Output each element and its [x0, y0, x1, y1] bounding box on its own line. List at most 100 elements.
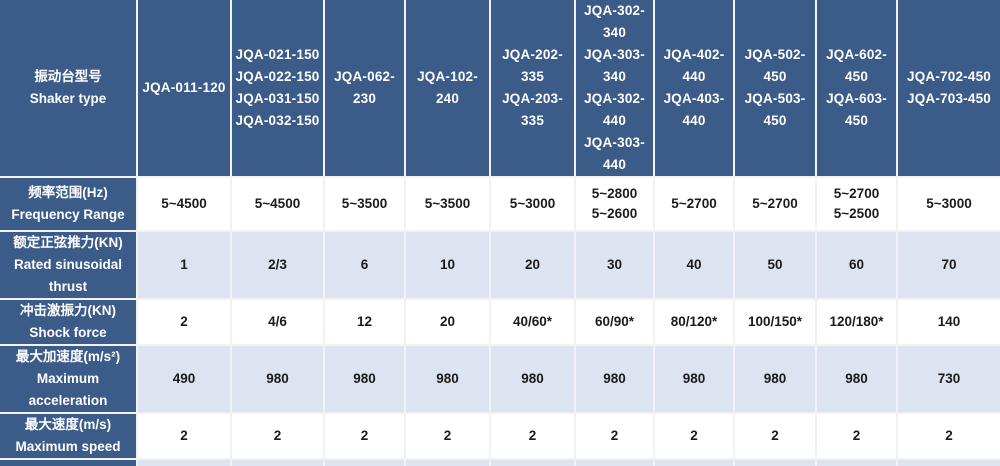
cell-value: 5~2700	[752, 196, 798, 211]
cell-value: 20	[439, 314, 456, 329]
row-label-en: Maximum speed	[15, 439, 121, 454]
cell-value: 2	[180, 314, 188, 329]
data-cell: 5~3000	[898, 178, 1000, 232]
cell-value: 2	[690, 428, 698, 443]
table-head: 振动台型号 Shaker type JQA-011-120 JQA-021-150 JQ…	[0, 0, 1000, 178]
cell-value: 70	[941, 257, 957, 272]
model-name: JQA-302-440	[584, 91, 645, 128]
data-cell: 5~2700 5~2500	[817, 178, 898, 232]
data-cell: 980	[406, 346, 491, 414]
row-label-cell: 频率范围(Hz) Frequency Range	[0, 178, 138, 232]
partial-data-cell	[406, 460, 491, 466]
column-header: JQA-402-440 JQA-403-440	[655, 0, 735, 178]
cell-value: 100/150*	[747, 314, 803, 329]
cell-value: 12	[356, 314, 373, 329]
partial-data-cell	[817, 460, 898, 466]
data-cell: 2	[898, 414, 1000, 460]
header-row: 振动台型号 Shaker type JQA-011-120 JQA-021-150 JQ…	[0, 0, 1000, 178]
data-cell: 5~3500	[325, 178, 406, 232]
partial-data-cell	[232, 460, 325, 466]
cell-value: 60/90*	[594, 314, 635, 329]
cell-value: 730	[937, 371, 961, 386]
row-label-zh: 频率范围(Hz)	[28, 185, 108, 200]
partial-data-cell	[655, 460, 735, 466]
data-cell: 2	[655, 414, 735, 460]
partial-row-label-cell	[0, 460, 138, 466]
cell-value: 5~4500	[161, 196, 207, 211]
data-cell: 2	[138, 414, 232, 460]
column-header: JQA-702-450 JQA-703-450	[898, 0, 1000, 178]
model-name: JQA-203-335	[502, 91, 563, 128]
row-label-en: Frequency Range	[11, 207, 125, 222]
column-header: JQA-102-240	[406, 0, 491, 178]
cell-value: 80/120*	[670, 314, 718, 329]
cell-value: 4/6	[268, 314, 287, 329]
table-row: 额定正弦推力(KN) Rated sinusoidal thrust 1 2/3 6 10…	[0, 232, 1000, 300]
row-label-zh: 最大速度(m/s)	[24, 417, 112, 432]
data-cell: 2/3	[232, 232, 325, 300]
data-cell: 30	[576, 232, 655, 300]
column-header: JQA-062-230	[325, 0, 406, 178]
partial-data-cell	[898, 460, 1000, 466]
data-cell: 5~4500	[138, 178, 232, 232]
model-name: JQA-011-120	[142, 80, 226, 95]
cell-value: 1	[180, 257, 188, 272]
row-label-cell: 冲击激振力(KN) Shock force	[0, 300, 138, 346]
cell-value: 5~3500	[341, 196, 388, 211]
data-cell: 2	[325, 414, 406, 460]
data-cell: 6	[325, 232, 406, 300]
table-row: 冲击激振力(KN) Shock force 2 4/6 12 20 40/60* 60/90*…	[0, 300, 1000, 346]
row-label-en: Rated sinusoidal thrust	[13, 257, 123, 294]
model-name: JQA-202-335	[502, 47, 563, 84]
cell-value: 980	[603, 371, 626, 386]
table-row: 最大速度(m/s) Maximum speed 2 2 2 2 2 2 2 2 2 2	[0, 414, 1000, 460]
cell-value: 2	[610, 428, 619, 443]
data-cell: 1	[138, 232, 232, 300]
data-cell: 980	[655, 346, 735, 414]
row-label-zh: 最大加速度(m/s²)	[15, 349, 121, 364]
model-name: JQA-303-340	[584, 47, 645, 84]
table-title-en: Shaker type	[29, 91, 107, 106]
model-name: JQA-602-450	[826, 47, 887, 84]
column-header: JQA-602-450 JQA-603-450	[817, 0, 898, 178]
model-name: JQA-703-450	[907, 91, 991, 106]
cell-value: 5~3000	[926, 196, 972, 211]
column-header: JQA-011-120	[138, 0, 232, 178]
cell-value: 5~2600	[591, 206, 638, 221]
model-name: JQA-021-150	[235, 47, 320, 62]
row-label-cell: 额定正弦推力(KN) Rated sinusoidal thrust	[0, 232, 138, 300]
data-cell: 5~2700	[655, 178, 735, 232]
cell-value: 2	[528, 428, 537, 443]
data-cell: 2	[138, 300, 232, 346]
row-label-cell: 最大速度(m/s) Maximum speed	[0, 414, 138, 460]
model-name: JQA-503-450	[744, 91, 806, 128]
model-name: JQA-102-240	[417, 69, 478, 106]
cell-value: 5~2800	[591, 186, 638, 201]
model-name: JQA-403-440	[663, 91, 725, 128]
data-cell: 5~2700	[735, 178, 817, 232]
data-cell: 70	[898, 232, 1000, 300]
model-name: JQA-702-450	[907, 69, 991, 84]
column-header: JQA-021-150 JQA-022-150 JQA-031-150 JQA-032…	[232, 0, 325, 178]
cell-value: 30	[606, 257, 623, 272]
row-label-en: Shock force	[29, 325, 107, 340]
cell-value: 5~2700	[833, 186, 880, 201]
data-cell: 2	[406, 414, 491, 460]
model-name: JQA-303-440	[584, 135, 645, 172]
data-cell: 4/6	[232, 300, 325, 346]
data-cell: 10	[406, 232, 491, 300]
data-cell: 100/150*	[735, 300, 817, 346]
model-name: JQA-032-150	[235, 113, 320, 128]
cell-value: 40	[686, 257, 702, 272]
cell-value: 2	[852, 428, 861, 443]
cell-value: 20	[524, 257, 541, 272]
data-cell: 60/90*	[576, 300, 655, 346]
data-cell: 12	[325, 300, 406, 346]
data-cell: 2	[232, 414, 325, 460]
data-cell: 120/180*	[817, 300, 898, 346]
cell-value: 6	[360, 257, 369, 272]
data-cell: 490	[138, 346, 232, 414]
cell-value: 490	[172, 371, 196, 386]
partial-data-cell	[576, 460, 655, 466]
cell-value: 980	[436, 371, 459, 386]
